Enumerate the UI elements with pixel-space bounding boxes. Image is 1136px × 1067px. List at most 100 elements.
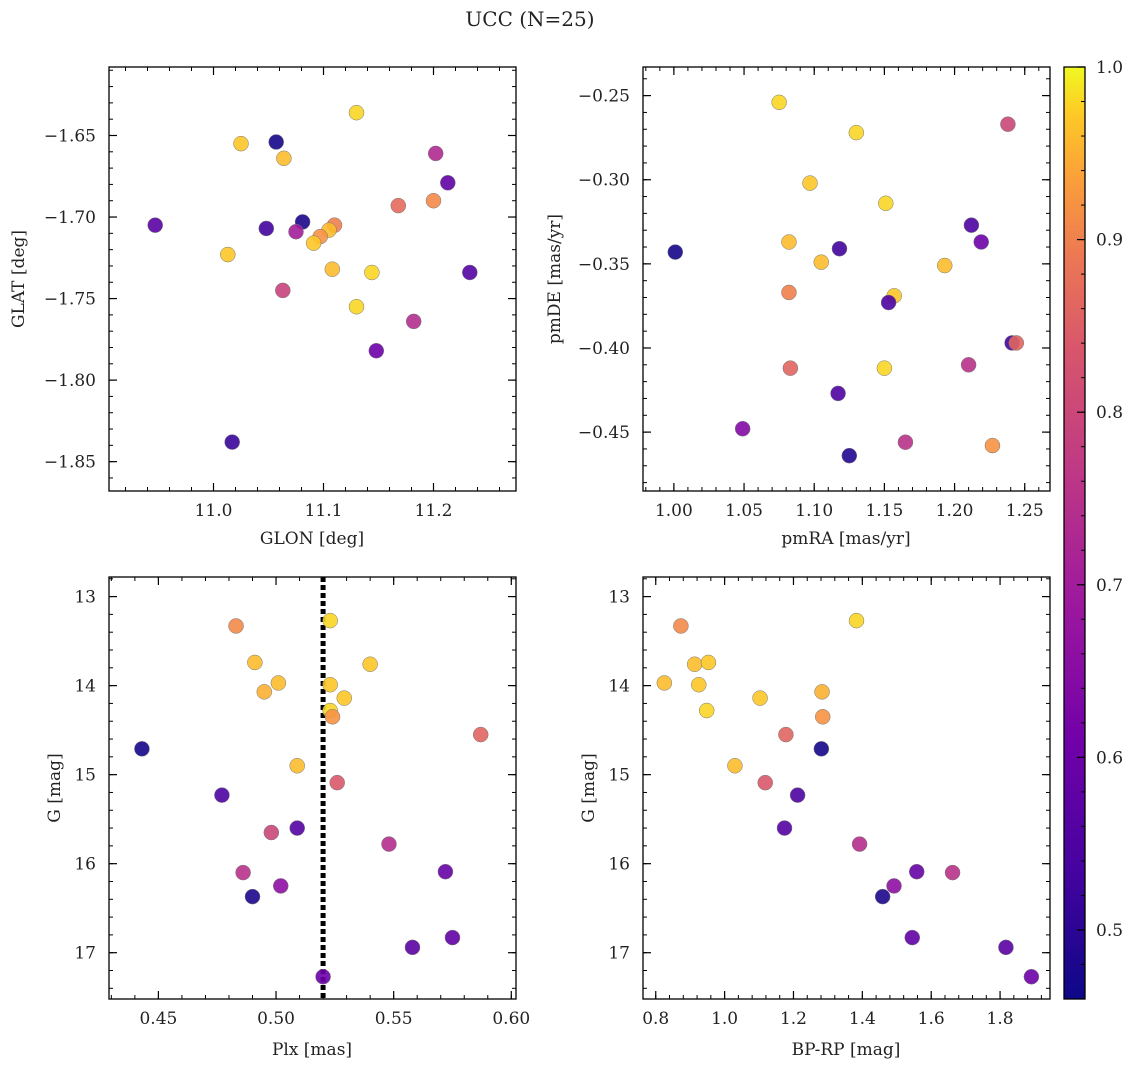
x-tick-label: 1.25	[1006, 501, 1044, 521]
data-point	[841, 447, 858, 464]
x-tick-label: 11.2	[415, 501, 453, 521]
y-axis-label: GLAT [deg]	[9, 230, 29, 328]
data-point	[851, 836, 868, 852]
colorbar-tick-label: 0.6	[1096, 748, 1123, 768]
data-point	[224, 434, 240, 450]
y-tick-label: 16	[608, 855, 630, 875]
x-tick-label: 1.20	[936, 501, 974, 521]
data-point	[315, 968, 331, 985]
data-point	[381, 836, 397, 852]
colorbar-tick-label: 1.0	[1096, 58, 1123, 78]
data-point	[404, 939, 421, 956]
data-point	[691, 676, 707, 693]
data-point	[324, 709, 341, 725]
data-point	[880, 294, 897, 311]
figure-title: UCC (N=25)	[465, 7, 594, 31]
axes-frame	[108, 576, 517, 1000]
data-point	[247, 654, 263, 671]
y-tick-label: 14	[74, 677, 96, 697]
data-point	[656, 675, 673, 691]
data-point	[134, 741, 150, 757]
x-tick-label: 11.1	[305, 501, 343, 521]
data-point	[757, 774, 773, 791]
data-point	[440, 175, 456, 191]
x-tick-label: 0.55	[375, 1009, 413, 1029]
data-point	[998, 939, 1014, 956]
data-point	[814, 709, 831, 725]
data-point	[848, 124, 865, 141]
data-point	[831, 240, 848, 257]
data-point	[667, 244, 684, 260]
y-tick-label: 16	[74, 855, 96, 875]
data-point	[336, 690, 353, 706]
data-point	[963, 217, 980, 233]
plot-area-bprp_g: 0.8 1.0 1.2 1.4 1.6 1.8 13 14 15 16 17	[608, 576, 1051, 1029]
data-point	[348, 298, 365, 315]
data-point	[322, 676, 338, 693]
data-point	[258, 220, 275, 237]
data-point	[848, 612, 865, 629]
data-point	[276, 150, 292, 167]
data-point	[698, 702, 715, 719]
panel-glon-glat: GLON [deg] GLAT [deg]	[9, 230, 364, 549]
data-point	[1008, 335, 1025, 351]
y-tick-label: 17	[608, 944, 630, 964]
data-point	[233, 135, 249, 152]
data-point	[348, 104, 365, 121]
data-point	[700, 654, 717, 671]
data-point	[813, 741, 830, 757]
data-point	[813, 254, 829, 270]
colorbar-axis: 0.5 0.6 0.7 0.8 0.9 1.0	[1077, 58, 1123, 1000]
y-tick-label: −0.30	[578, 171, 630, 191]
axes-frame	[108, 66, 517, 492]
data-point	[235, 864, 251, 881]
x-tick-label: 1.15	[865, 501, 903, 521]
data-point	[936, 257, 953, 274]
colorbar-tick-label: 0.9	[1096, 231, 1123, 251]
data-point	[886, 878, 902, 894]
data-point	[727, 757, 743, 774]
x-tick-label: 0.45	[139, 1009, 177, 1029]
x-tick-label: 0.50	[257, 1009, 295, 1029]
data-point	[289, 820, 305, 836]
x-tick-label: 0.60	[492, 1009, 530, 1029]
data-point	[275, 282, 291, 299]
y-axis-label: G [mag]	[579, 753, 599, 822]
x-tick-label: 1.10	[795, 501, 833, 521]
plot-area-pmra_pmde: 1.00 1.05 1.10 1.15 1.20 1.25 −0.25 −0.30 −0.35 −…	[578, 66, 1051, 521]
x-axis-label: BP-RP [mag]	[792, 1040, 901, 1060]
data-point	[973, 234, 989, 250]
data-point	[329, 774, 345, 791]
x-tick-label: 1.05	[725, 501, 763, 521]
data-point	[904, 929, 921, 946]
data-point	[752, 690, 768, 706]
data-point	[782, 360, 799, 376]
data-point	[897, 434, 914, 450]
x-tick-label: 1.4	[849, 1009, 876, 1029]
y-tick-label: −1.70	[44, 208, 96, 228]
data-point	[289, 757, 305, 774]
y-tick-label: −0.35	[578, 255, 630, 275]
panel-pmra-pmde: pmRA [mas/yr] pmDE [mas/yr]	[545, 214, 911, 549]
data-point	[444, 929, 461, 946]
data-point	[776, 820, 793, 836]
data-point	[814, 684, 830, 700]
x-tick-label: 1.00	[655, 501, 693, 521]
data-point	[305, 235, 322, 251]
data-point	[220, 246, 236, 263]
data-point	[771, 94, 787, 111]
y-axis-label: pmDE [mas/yr]	[545, 214, 565, 344]
data-point	[686, 656, 703, 672]
data-point	[1000, 116, 1016, 132]
x-tick-label: 11.0	[195, 501, 233, 521]
y-tick-label: 14	[608, 677, 630, 697]
data-point	[781, 284, 797, 301]
data-point	[364, 264, 380, 281]
colorbar-gradient	[1063, 66, 1086, 1000]
x-axis-label: pmRA [mas/yr]	[781, 529, 910, 549]
data-point	[425, 192, 442, 209]
panel-plx-g: Plx [mas] G [mag]	[45, 753, 352, 1060]
data-point	[288, 223, 304, 240]
data-point	[228, 618, 244, 634]
data-point	[673, 618, 689, 634]
